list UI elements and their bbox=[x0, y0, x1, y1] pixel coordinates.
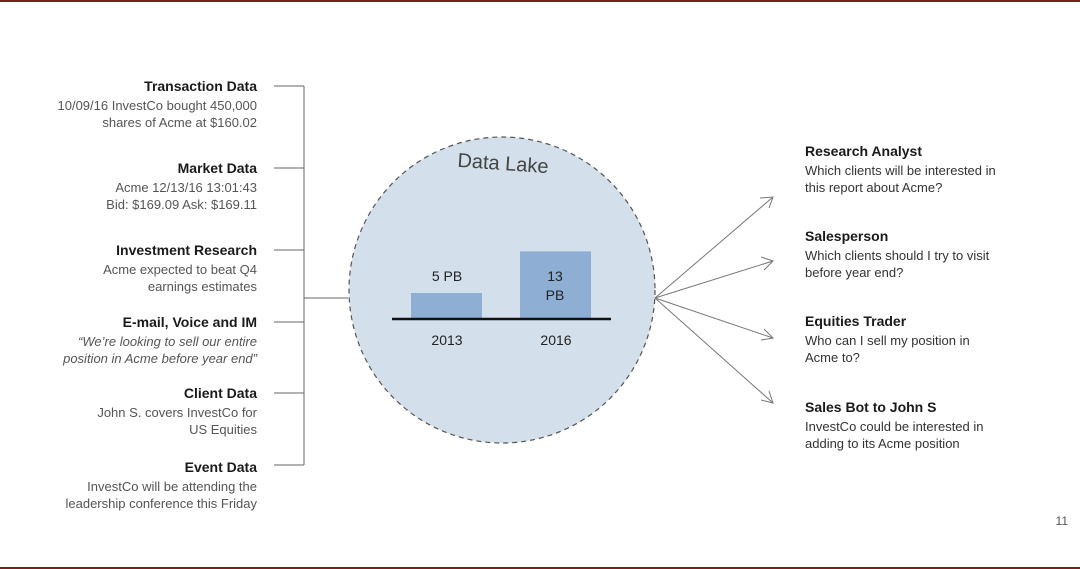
source-title: E-mail, Voice and IM bbox=[122, 314, 257, 330]
source-desc-line: shares of Acme at $160.02 bbox=[102, 115, 257, 130]
output-title: Research Analyst bbox=[805, 143, 922, 159]
bar-label-2016-line2: PB bbox=[546, 287, 565, 303]
output-description: Which clients will be interested in this… bbox=[805, 162, 996, 196]
arrowhead-equities-trader bbox=[760, 328, 775, 341]
output-arrows bbox=[654, 196, 775, 404]
output-desc-line: Who can I sell my position in bbox=[805, 333, 970, 348]
top-rule bbox=[0, 0, 1080, 2]
arrowhead-salesperson bbox=[760, 256, 774, 271]
source-description: “We’re looking to sell our entire positi… bbox=[63, 333, 257, 367]
arrow-salesperson bbox=[654, 260, 774, 299]
source-desc-line: John S. covers InvestCo for bbox=[97, 405, 257, 420]
source-client-data: Client Data John S. covers InvestCo for … bbox=[97, 384, 257, 438]
source-market-data: Market Data Acme 12/13/16 13:01:43 Bid: … bbox=[106, 159, 257, 213]
source-desc-line: leadership conference this Friday bbox=[65, 496, 258, 511]
arrow-equities-trader bbox=[654, 297, 774, 339]
output-desc-line: InvestCo could be interested in bbox=[805, 419, 984, 434]
output-title: Salesperson bbox=[805, 228, 889, 244]
output-desc-line: Which clients will be interested in bbox=[805, 163, 996, 178]
source-event-data: Event Data InvestCo will be attending th… bbox=[66, 458, 258, 512]
source-desc-line: US Equities bbox=[189, 422, 257, 437]
output-description: InvestCo could be interested in adding t… bbox=[805, 418, 984, 452]
source-connectors bbox=[274, 85, 348, 466]
output-description: Which clients should I try to visit befo… bbox=[805, 247, 989, 281]
bar-2013 bbox=[411, 293, 482, 319]
source-desc-line: “We’re looking to sell our entire bbox=[78, 334, 257, 349]
source-desc-line: 10/09/16 InvestCo bought 450,000 bbox=[57, 98, 258, 113]
output-desc-line: before year end? bbox=[805, 265, 904, 280]
source-description: Acme 12/13/16 13:01:43 Bid: $169.09 Ask:… bbox=[106, 179, 257, 213]
source-investment-research: Investment Research Acme expected to bea… bbox=[103, 241, 257, 295]
data-lake-circle bbox=[348, 136, 656, 444]
source-title: Investment Research bbox=[116, 242, 257, 258]
source-title: Event Data bbox=[184, 459, 257, 475]
output-sales-bot: Sales Bot to John S InvestCo could be in… bbox=[805, 398, 984, 452]
output-title: Sales Bot to John S bbox=[805, 399, 937, 415]
source-desc-line: InvestCo will be attending the bbox=[87, 479, 257, 494]
lake-bar-chart: 5 PB 13 PB 2013 2016 bbox=[392, 251, 611, 348]
source-title: Client Data bbox=[183, 385, 257, 401]
source-description: InvestCo will be attending the leadershi… bbox=[66, 478, 258, 512]
arrow-sales-bot bbox=[654, 297, 774, 404]
arrow-research-analyst bbox=[654, 196, 774, 299]
output-research-analyst: Research Analyst Which clients will be i… bbox=[805, 142, 996, 196]
output-equities-trader: Equities Trader Who can I sell my positi… bbox=[805, 312, 970, 366]
output-desc-line: Which clients should I try to visit bbox=[805, 248, 990, 263]
source-title: Transaction Data bbox=[144, 78, 257, 94]
source-transaction-data: Transaction Data 10/09/16 InvestCo bough… bbox=[58, 77, 258, 131]
arrowhead-research-analyst bbox=[759, 196, 774, 209]
year-label-2016: 2016 bbox=[540, 332, 571, 348]
source-description: John S. covers InvestCo for US Equities bbox=[97, 404, 257, 438]
source-email-voice-im: E-mail, Voice and IM “We’re looking to s… bbox=[63, 313, 257, 367]
output-desc-line: Acme to? bbox=[805, 350, 860, 365]
source-desc-line: Acme expected to beat Q4 bbox=[103, 262, 257, 277]
source-desc-line: earnings estimates bbox=[147, 279, 257, 294]
source-title: Market Data bbox=[177, 160, 257, 176]
output-salesperson: Salesperson Which clients should I try t… bbox=[805, 227, 989, 281]
output-desc-line: this report about Acme? bbox=[805, 180, 943, 195]
arrowhead-sales-bot bbox=[760, 390, 774, 404]
output-title: Equities Trader bbox=[805, 313, 907, 329]
source-desc-line: Bid: $169.09 Ask: $169.11 bbox=[106, 197, 257, 212]
source-desc-line: Acme 12/13/16 13:01:43 bbox=[115, 180, 257, 195]
bottom-rule bbox=[0, 567, 1080, 569]
output-desc-line: adding to its Acme position bbox=[805, 436, 960, 451]
source-description: 10/09/16 InvestCo bought 450,000 shares … bbox=[58, 97, 258, 131]
source-description: Acme expected to beat Q4 earnings estima… bbox=[103, 261, 257, 295]
bar-2016 bbox=[520, 251, 591, 319]
year-label-2013: 2013 bbox=[431, 332, 462, 348]
page-number: 11 bbox=[1055, 514, 1068, 528]
output-description: Who can I sell my position in Acme to? bbox=[805, 332, 970, 366]
bar-label-2016-line1: 13 bbox=[547, 268, 563, 284]
source-desc-line: position in Acme before year end” bbox=[63, 351, 257, 366]
bar-label-2013: 5 PB bbox=[432, 268, 462, 284]
